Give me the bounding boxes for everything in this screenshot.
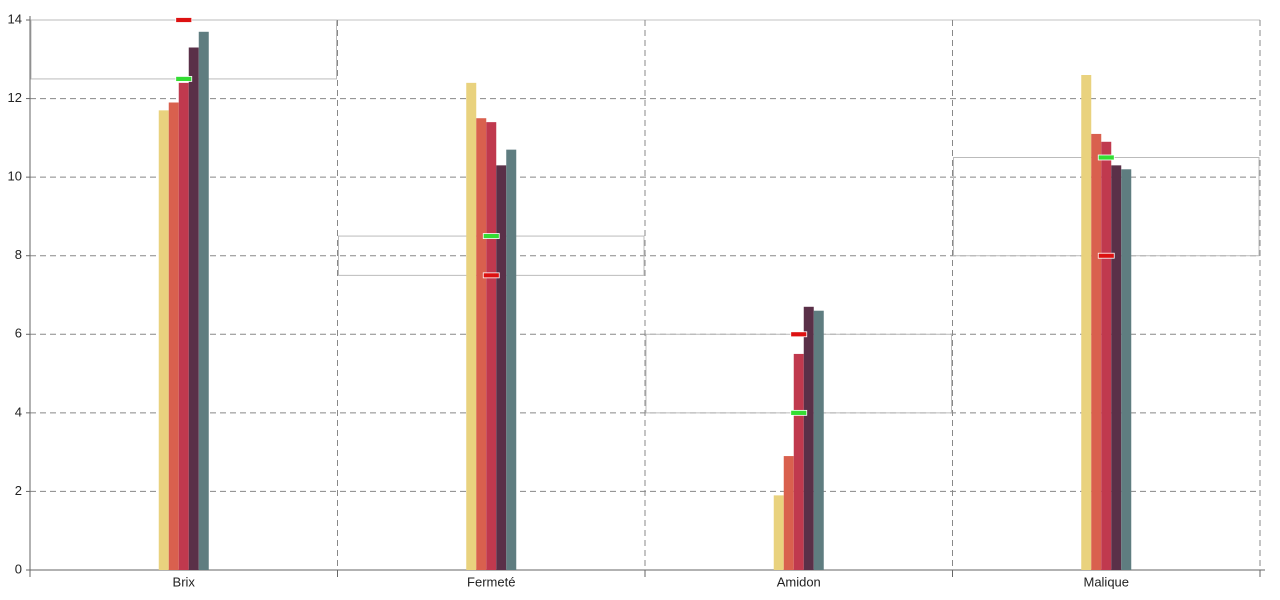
target-marker bbox=[790, 331, 808, 338]
y-tick-label: 8 bbox=[15, 247, 22, 262]
bar bbox=[813, 310, 824, 570]
target-marker bbox=[175, 76, 193, 82]
bar bbox=[178, 82, 189, 570]
bar bbox=[803, 306, 814, 570]
bar bbox=[1101, 141, 1112, 571]
y-tick-label: 10 bbox=[8, 169, 22, 184]
y-tick-label: 14 bbox=[8, 11, 22, 26]
target-marker bbox=[790, 409, 808, 416]
x-tick-label: Malique bbox=[1083, 574, 1129, 589]
bar bbox=[1081, 75, 1092, 570]
bar bbox=[506, 149, 517, 570]
bar bbox=[793, 353, 804, 570]
target-marker bbox=[482, 233, 500, 239]
target-marker bbox=[175, 17, 193, 23]
bar bbox=[1091, 133, 1102, 570]
x-tick-label: Brix bbox=[173, 574, 196, 589]
bar bbox=[188, 47, 199, 570]
bar bbox=[168, 102, 179, 570]
y-tick-label: 12 bbox=[8, 90, 22, 105]
bar bbox=[783, 456, 794, 570]
bar bbox=[496, 165, 507, 570]
y-tick-label: 2 bbox=[15, 483, 22, 498]
target-marker bbox=[482, 272, 500, 279]
target-range bbox=[30, 19, 337, 80]
bar bbox=[1121, 169, 1132, 571]
bar bbox=[773, 495, 784, 570]
x-tick-label: Fermeté bbox=[467, 574, 515, 589]
bar bbox=[1111, 165, 1122, 570]
target-marker bbox=[1097, 154, 1115, 161]
bar bbox=[158, 110, 169, 570]
y-tick-label: 4 bbox=[15, 404, 22, 419]
bar bbox=[486, 122, 497, 571]
bar bbox=[198, 31, 209, 571]
target-marker bbox=[1097, 252, 1115, 259]
bar bbox=[476, 118, 487, 570]
x-tick-label: Amidon bbox=[777, 574, 821, 589]
y-tick-label: 6 bbox=[15, 326, 22, 341]
y-tick-label: 0 bbox=[15, 561, 22, 576]
bar bbox=[466, 82, 477, 570]
